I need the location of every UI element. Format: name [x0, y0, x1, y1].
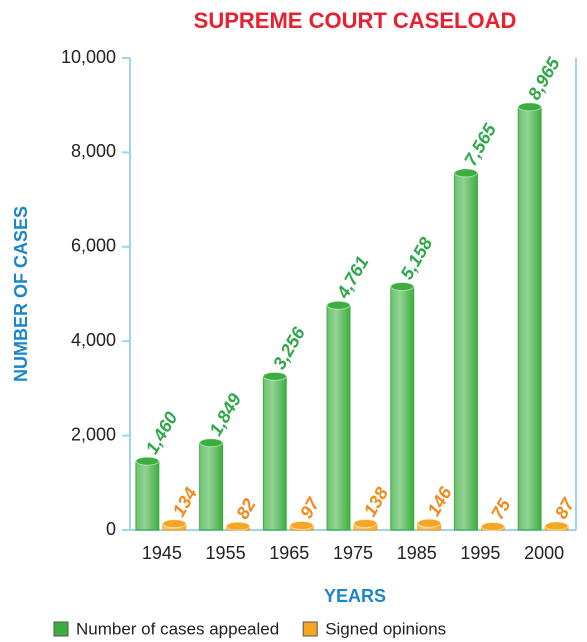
bar-cap — [199, 438, 224, 448]
legend-swatch — [302, 621, 318, 637]
bar — [199, 442, 224, 531]
data-label: 5,158 — [397, 234, 437, 283]
chart-title: SUPREME COURT CASELOAD — [194, 8, 517, 33]
data-label: 75 — [487, 495, 515, 523]
data-label: 97 — [296, 494, 324, 522]
legend-swatch — [53, 621, 69, 637]
bar — [517, 106, 542, 531]
legend-label: Signed opinions — [325, 619, 446, 638]
x-tick-label: 2000 — [524, 543, 564, 563]
x-axis-label: YEARS — [324, 586, 386, 606]
y-axis-label: NUMBER OF CASES — [11, 206, 31, 382]
bar — [326, 304, 351, 531]
bar — [453, 172, 478, 531]
y-tick-label: 8,000 — [71, 141, 116, 161]
data-label: 8,965 — [524, 53, 564, 103]
x-tick-label: 1965 — [269, 543, 309, 563]
bar — [390, 286, 415, 531]
bar-cap — [135, 456, 160, 466]
bar-cap — [353, 518, 378, 528]
bar-cap — [226, 521, 251, 531]
bar-cap — [517, 102, 542, 112]
bar-cap — [417, 518, 442, 528]
data-label: 1,460 — [142, 408, 182, 457]
bar — [135, 460, 160, 531]
bar-cap — [453, 168, 478, 178]
bar-cap — [162, 519, 187, 529]
data-label: 1,849 — [205, 390, 245, 439]
y-tick-label: 0 — [106, 519, 116, 539]
data-label: 138 — [360, 484, 392, 520]
bar-cap — [289, 520, 314, 530]
legend-label: Number of cases appealed — [76, 619, 279, 638]
data-label: 146 — [423, 483, 456, 520]
x-tick-label: 1975 — [333, 543, 373, 563]
bar-cap — [262, 371, 287, 381]
bar-cap — [390, 282, 415, 292]
data-label: 87 — [551, 494, 579, 522]
bar-cap — [544, 521, 569, 531]
x-tick-label: 1945 — [142, 543, 182, 563]
y-tick-label: 2,000 — [71, 424, 116, 444]
x-tick-label: 1995 — [460, 543, 500, 563]
y-tick-label: 6,000 — [71, 236, 116, 256]
y-tick-label: 4,000 — [71, 330, 116, 350]
x-tick-label: 1985 — [397, 543, 437, 563]
bar — [262, 375, 287, 531]
data-label: 3,256 — [269, 323, 309, 373]
x-tick-label: 1955 — [206, 543, 246, 563]
bar-cap — [480, 521, 505, 531]
data-label: 134 — [169, 484, 201, 520]
bar-cap — [326, 300, 351, 310]
data-label: 7,565 — [460, 119, 500, 169]
data-label: 82 — [232, 495, 259, 522]
data-label: 4,761 — [332, 253, 372, 303]
y-tick-label: 10,000 — [61, 47, 116, 67]
